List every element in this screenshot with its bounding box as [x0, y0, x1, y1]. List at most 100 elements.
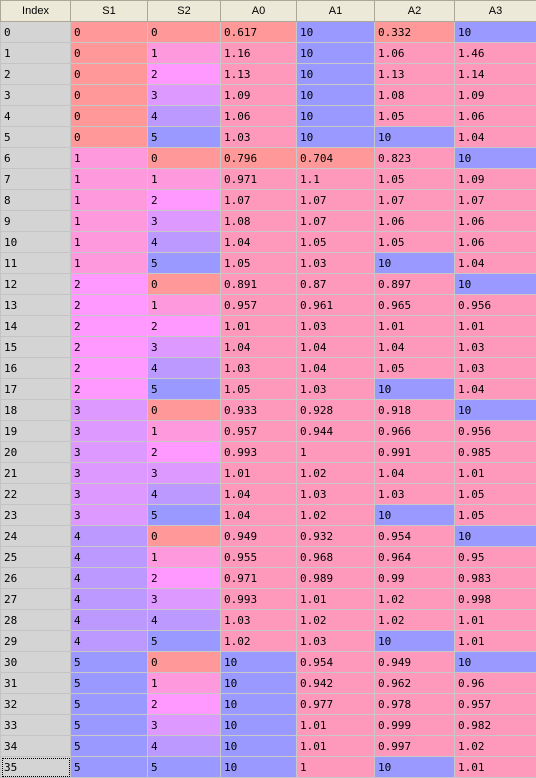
row-index-cell[interactable]: 30 [1, 652, 71, 673]
cell-a1[interactable]: 1.01 [297, 715, 375, 736]
cell-a1[interactable]: 1.01 [297, 589, 375, 610]
cell-a3[interactable]: 1.01 [455, 316, 536, 337]
cell-a1[interactable]: 0.942 [297, 673, 375, 694]
cell-s1[interactable]: 4 [71, 610, 148, 631]
cell-s2[interactable]: 1 [148, 421, 221, 442]
cell-s1[interactable]: 5 [71, 652, 148, 673]
column-header-index[interactable]: Index [1, 1, 71, 22]
cell-a3[interactable]: 1.09 [455, 85, 536, 106]
cell-a0[interactable]: 0.933 [221, 400, 297, 421]
cell-s2[interactable]: 0 [148, 652, 221, 673]
cell-a2[interactable]: 0.997 [375, 736, 455, 757]
cell-s2[interactable]: 4 [148, 106, 221, 127]
cell-a0[interactable]: 1.04 [221, 232, 297, 253]
cell-s2[interactable]: 3 [148, 337, 221, 358]
cell-a2[interactable]: 10 [375, 505, 455, 526]
cell-a2[interactable]: 10 [375, 631, 455, 652]
column-header-a1[interactable]: A1 [297, 1, 375, 22]
cell-a3[interactable]: 0.985 [455, 442, 536, 463]
cell-a1[interactable]: 10 [297, 106, 375, 127]
cell-a3[interactable]: 0.983 [455, 568, 536, 589]
cell-s2[interactable]: 3 [148, 211, 221, 232]
cell-s1[interactable]: 5 [71, 715, 148, 736]
cell-a1[interactable]: 1.04 [297, 337, 375, 358]
cell-a3[interactable]: 1.05 [455, 484, 536, 505]
cell-a2[interactable]: 1.05 [375, 169, 455, 190]
cell-s2[interactable]: 5 [148, 379, 221, 400]
cell-a2[interactable]: 1.08 [375, 85, 455, 106]
cell-a1[interactable]: 0.989 [297, 568, 375, 589]
cell-a1[interactable]: 1.04 [297, 358, 375, 379]
cell-s1[interactable]: 1 [71, 148, 148, 169]
row-index-cell[interactable]: 9 [1, 211, 71, 232]
cell-a0[interactable]: 1.09 [221, 85, 297, 106]
cell-a3[interactable]: 1.03 [455, 337, 536, 358]
cell-a3[interactable]: 1.07 [455, 190, 536, 211]
cell-a3[interactable]: 10 [455, 274, 536, 295]
cell-a0[interactable]: 10 [221, 673, 297, 694]
row-index-cell[interactable]: 35 [1, 757, 71, 778]
cell-s2[interactable]: 1 [148, 295, 221, 316]
row-index-cell[interactable]: 10 [1, 232, 71, 253]
row-index-cell[interactable]: 33 [1, 715, 71, 736]
cell-a0[interactable]: 1.08 [221, 211, 297, 232]
cell-a2[interactable]: 0.964 [375, 547, 455, 568]
cell-s1[interactable]: 4 [71, 631, 148, 652]
cell-a2[interactable]: 0.962 [375, 673, 455, 694]
cell-a0[interactable]: 1.01 [221, 316, 297, 337]
cell-a0[interactable]: 0.993 [221, 589, 297, 610]
cell-a0[interactable]: 0.993 [221, 442, 297, 463]
cell-a3[interactable]: 1.01 [455, 610, 536, 631]
cell-a3[interactable]: 1.09 [455, 169, 536, 190]
cell-a0[interactable]: 0.796 [221, 148, 297, 169]
cell-a0[interactable]: 1.01 [221, 463, 297, 484]
cell-a0[interactable]: 0.891 [221, 274, 297, 295]
row-index-cell[interactable]: 7 [1, 169, 71, 190]
row-index-cell[interactable]: 27 [1, 589, 71, 610]
cell-a1[interactable]: 1.02 [297, 610, 375, 631]
cell-a3[interactable]: 10 [455, 22, 536, 43]
cell-a1[interactable]: 0.928 [297, 400, 375, 421]
cell-a0[interactable]: 10 [221, 736, 297, 757]
cell-a1[interactable]: 0.961 [297, 295, 375, 316]
cell-s2[interactable]: 2 [148, 64, 221, 85]
cell-s1[interactable]: 1 [71, 211, 148, 232]
row-index-cell[interactable]: 19 [1, 421, 71, 442]
cell-s2[interactable]: 0 [148, 274, 221, 295]
row-index-cell[interactable]: 1 [1, 43, 71, 64]
cell-a2[interactable]: 1.05 [375, 106, 455, 127]
cell-a1[interactable]: 0.87 [297, 274, 375, 295]
cell-s2[interactable]: 2 [148, 694, 221, 715]
cell-s1[interactable]: 4 [71, 589, 148, 610]
cell-a3[interactable]: 0.957 [455, 694, 536, 715]
cell-a1[interactable]: 10 [297, 127, 375, 148]
row-index-cell[interactable]: 0 [1, 22, 71, 43]
cell-s2[interactable]: 4 [148, 610, 221, 631]
row-index-cell[interactable]: 23 [1, 505, 71, 526]
row-index-cell[interactable]: 29 [1, 631, 71, 652]
cell-a1[interactable]: 1 [297, 442, 375, 463]
cell-a2[interactable]: 0.999 [375, 715, 455, 736]
row-index-cell[interactable]: 5 [1, 127, 71, 148]
cell-a0[interactable]: 1.05 [221, 379, 297, 400]
cell-s2[interactable]: 1 [148, 169, 221, 190]
cell-a3[interactable]: 0.956 [455, 295, 536, 316]
cell-s1[interactable]: 2 [71, 274, 148, 295]
cell-a1[interactable]: 10 [297, 64, 375, 85]
column-header-s2[interactable]: S2 [148, 1, 221, 22]
